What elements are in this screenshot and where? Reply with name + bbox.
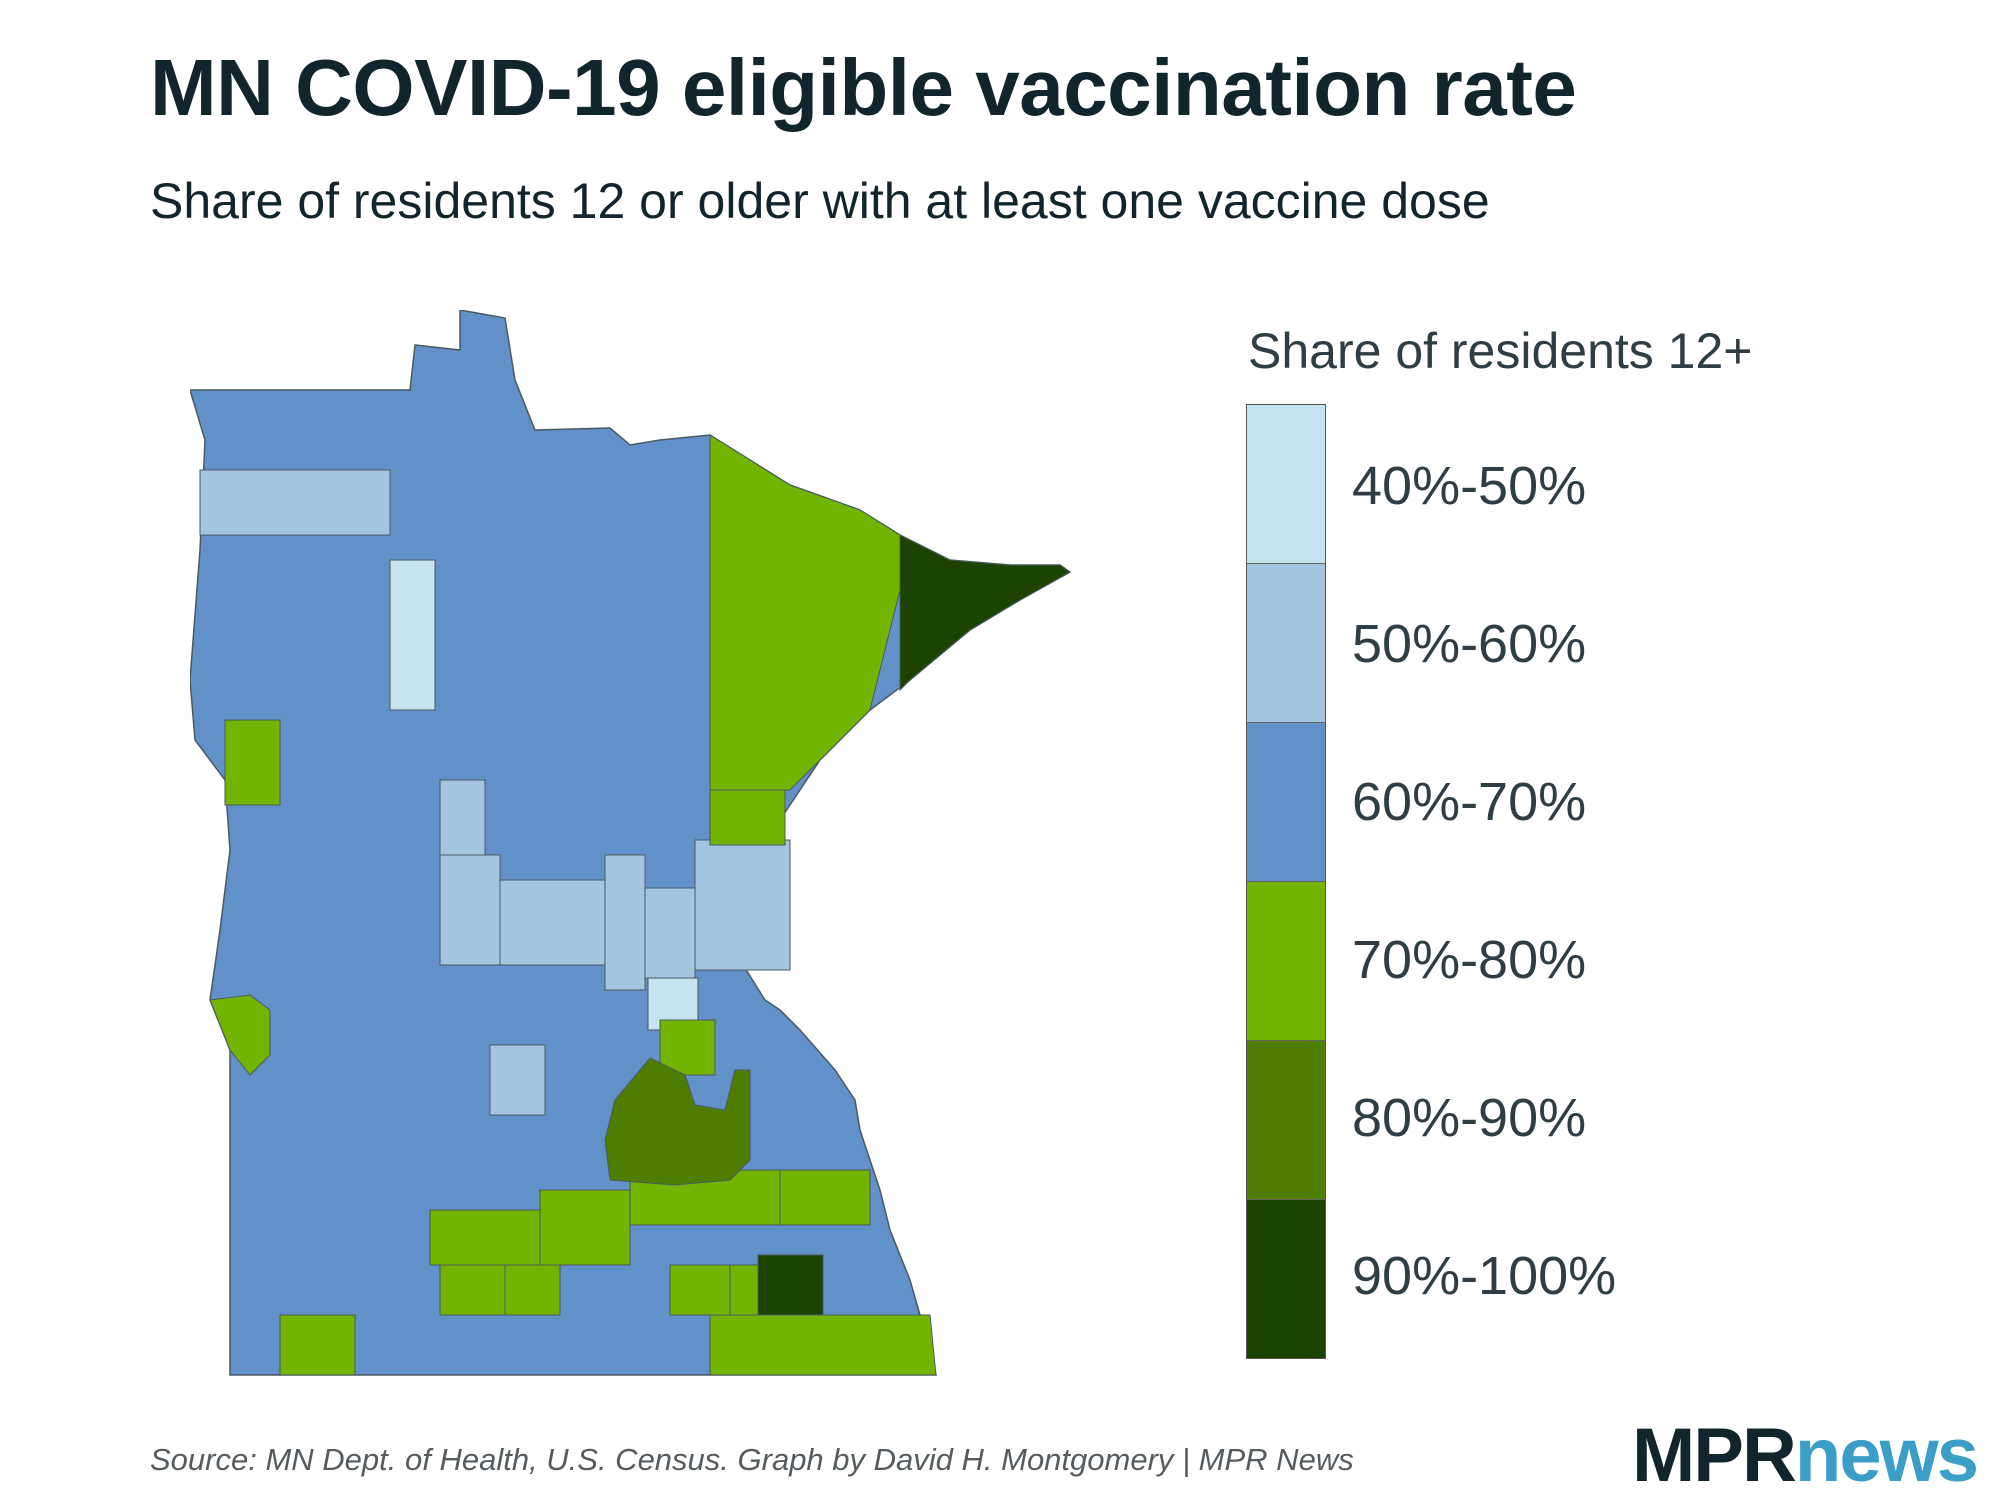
county-light-south-central [489, 1044, 546, 1116]
county-cook [899, 534, 1071, 692]
county-green-south-a [429, 1209, 541, 1266]
county-olmsted [757, 1254, 824, 1316]
legend-label-40-50: 40%-50% [1352, 456, 1587, 516]
chart-subtitle: Share of residents 12 or older with at l… [150, 173, 1490, 229]
county-green-sw [279, 1314, 356, 1376]
county-green-se [709, 1314, 937, 1376]
logo-news: news [1794, 1413, 1979, 1498]
legend-swatch-70-80 [1247, 882, 1325, 1041]
county-light-east [694, 839, 791, 971]
legend-swatch-80-90 [1247, 1041, 1325, 1200]
legend-label-50-60: 50%-60% [1352, 614, 1587, 674]
legend-label-60-70: 60%-70% [1352, 772, 1587, 832]
county-light-central-a [439, 779, 486, 856]
county-choropleth [190, 310, 1072, 1376]
legend-title: Share of residents 12+ [1248, 323, 1753, 379]
county-green-south-f [504, 1264, 561, 1316]
legend-label-80-90: 80%-90% [1352, 1088, 1587, 1148]
county-light-nw [199, 469, 391, 536]
county-green-arrowhead [709, 434, 901, 791]
county-metro-core [604, 1057, 751, 1186]
county-green-west-a [224, 719, 281, 806]
legend-swatches [1246, 404, 1326, 1359]
county-pale-nw [389, 559, 436, 711]
mpr-news-logo: MPRnews [1632, 1418, 1979, 1494]
county-green-west-b [209, 994, 271, 1076]
county-light-central-d [604, 854, 646, 991]
legend-label-70-80: 70%-80% [1352, 930, 1587, 990]
county-green-south-d [779, 1169, 871, 1226]
logo-mpr: MPR [1632, 1413, 1797, 1498]
county-green-south-g [669, 1264, 731, 1316]
minnesota-map [190, 310, 1160, 1380]
legend-swatch-50-60 [1247, 564, 1325, 723]
county-light-central-c [499, 879, 606, 966]
legend-label-90-100: 90%-100% [1352, 1246, 1617, 1306]
county-green-south-b [539, 1189, 631, 1266]
county-green-south-e [439, 1264, 506, 1316]
chart-title: MN COVID-19 eligible vaccination rate [150, 43, 1577, 132]
source-note: Source: MN Dept. of Health, U.S. Census.… [150, 1442, 1354, 1477]
county-light-central-e [644, 887, 696, 979]
county-light-central-b [439, 854, 501, 966]
county-green-carlton [709, 789, 786, 846]
legend-swatch-60-70 [1247, 723, 1325, 882]
legend-swatch-90-100 [1247, 1200, 1325, 1358]
county-green-metro-n [659, 1019, 716, 1076]
legend-swatch-40-50 [1247, 405, 1325, 564]
